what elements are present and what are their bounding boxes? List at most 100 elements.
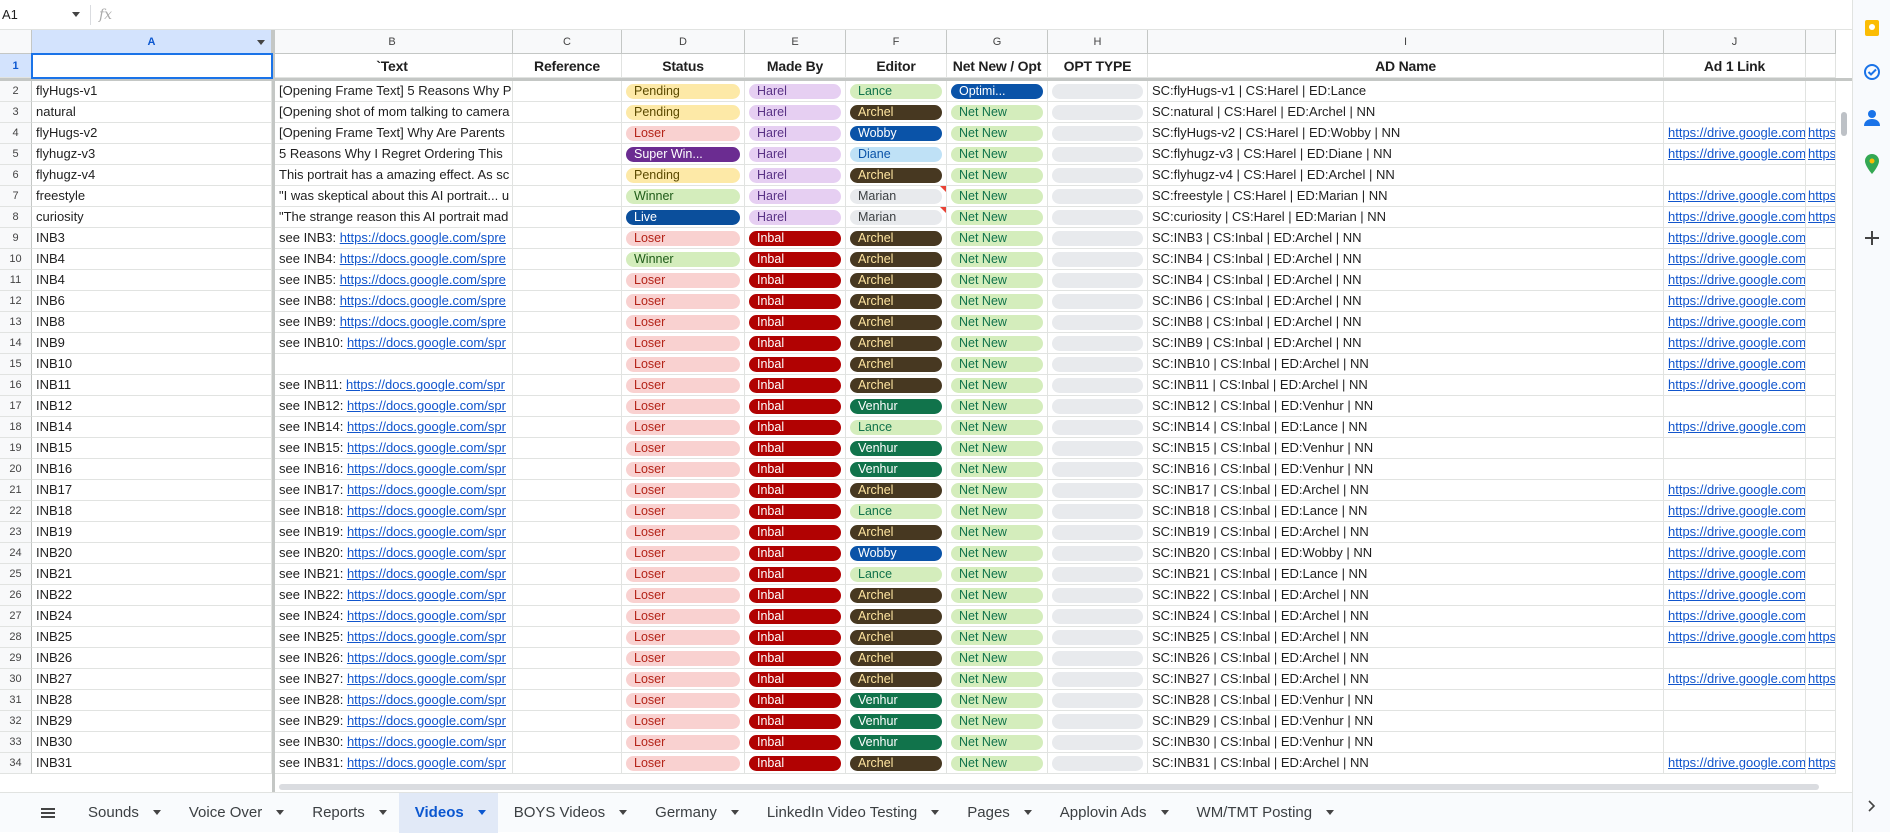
- opt-type-cell[interactable]: [1048, 648, 1148, 669]
- drive-link[interactable]: https://drive.google.com: [1668, 629, 1806, 644]
- editor-chip[interactable]: Wobby: [850, 126, 942, 141]
- status-chip[interactable]: Loser: [626, 336, 740, 351]
- name-cell[interactable]: INB22: [32, 585, 272, 606]
- status-cell[interactable]: Pending: [622, 102, 745, 123]
- editor-chip[interactable]: Archel: [850, 630, 942, 645]
- ad-link-cell[interactable]: [1664, 711, 1806, 732]
- text-cell[interactable]: [275, 354, 513, 375]
- reference-cell[interactable]: [513, 312, 622, 333]
- opt-type-chip[interactable]: [1052, 672, 1143, 687]
- sheet-tab-linkedin-video-testing[interactable]: LinkedIn Video Testing: [751, 793, 951, 833]
- editor-cell[interactable]: Archel: [846, 249, 947, 270]
- chevron-right-icon[interactable]: [1862, 796, 1882, 816]
- frozen-row-divider[interactable]: [0, 78, 1852, 81]
- text-cell[interactable]: see INB27: https://docs.google.com/spr: [275, 669, 513, 690]
- comment-indicator[interactable]: [940, 186, 946, 192]
- made-by-cell[interactable]: Inbal: [745, 543, 846, 564]
- ad-link-cell[interactable]: [1664, 648, 1806, 669]
- ad-name-cell[interactable]: SC:INB22 | CS:Inbal | ED:Archel | NN: [1148, 585, 1664, 606]
- opt-type-cell[interactable]: [1048, 690, 1148, 711]
- made-by-chip[interactable]: Harel: [749, 126, 841, 141]
- ad-link-cell[interactable]: https://drive.google.com: [1664, 417, 1806, 438]
- net-new-opt-chip[interactable]: Net New: [951, 504, 1043, 519]
- name-cell[interactable]: INB14: [32, 417, 272, 438]
- header-cell-d[interactable]: Status: [622, 54, 745, 78]
- opt-type-chip[interactable]: [1052, 231, 1143, 246]
- net-new-opt-chip[interactable]: Net New: [951, 420, 1043, 435]
- made-by-chip[interactable]: Inbal: [749, 504, 841, 519]
- made-by-chip[interactable]: Inbal: [749, 462, 841, 477]
- column-header-g[interactable]: G: [947, 30, 1048, 54]
- net-new-opt-cell[interactable]: Net New: [947, 690, 1048, 711]
- editor-chip[interactable]: Archel: [850, 336, 942, 351]
- made-by-cell[interactable]: Inbal: [745, 690, 846, 711]
- chevron-down-icon[interactable]: [257, 40, 265, 45]
- row-header[interactable]: 14: [0, 333, 32, 354]
- drive-link[interactable]: https://drive.google.com: [1668, 188, 1806, 203]
- status-chip[interactable]: Pending: [626, 168, 740, 183]
- extra-link-cell[interactable]: https: [1806, 669, 1836, 690]
- text-cell[interactable]: see INB8: https://docs.google.com/spre: [275, 291, 513, 312]
- opt-type-chip[interactable]: [1052, 84, 1143, 99]
- opt-type-chip[interactable]: [1052, 462, 1143, 477]
- row-header[interactable]: 22: [0, 501, 32, 522]
- made-by-cell[interactable]: Inbal: [745, 417, 846, 438]
- chevron-down-icon[interactable]: [477, 810, 486, 815]
- net-new-opt-chip[interactable]: Net New: [951, 651, 1043, 666]
- column-header-k[interactable]: [1806, 30, 1836, 54]
- status-cell[interactable]: Loser: [622, 501, 745, 522]
- drive-link[interactable]: https: [1808, 671, 1836, 686]
- reference-cell[interactable]: [513, 228, 622, 249]
- made-by-chip[interactable]: Inbal: [749, 546, 841, 561]
- doc-link[interactable]: https://docs.google.com/spr: [346, 566, 506, 581]
- doc-link[interactable]: https://docs.google.com/spr: [346, 335, 506, 350]
- extra-link-cell[interactable]: [1806, 417, 1836, 438]
- name-cell[interactable]: INB10: [32, 354, 272, 375]
- editor-chip[interactable]: Archel: [850, 168, 942, 183]
- made-by-cell[interactable]: Inbal: [745, 564, 846, 585]
- ad-name-cell[interactable]: SC:INB28 | CS:Inbal | ED:Venhur | NN: [1148, 690, 1664, 711]
- status-chip[interactable]: Loser: [626, 525, 740, 540]
- reference-cell[interactable]: [513, 396, 622, 417]
- made-by-chip[interactable]: Inbal: [749, 714, 841, 729]
- made-by-chip[interactable]: Inbal: [749, 357, 841, 372]
- doc-link[interactable]: https://docs.google.com/spre: [339, 230, 506, 245]
- ad-link-cell[interactable]: https://drive.google.com: [1664, 249, 1806, 270]
- extra-link-cell[interactable]: [1806, 291, 1836, 312]
- extra-link-cell[interactable]: [1806, 732, 1836, 753]
- extra-link-cell[interactable]: [1806, 312, 1836, 333]
- made-by-chip[interactable]: Inbal: [749, 567, 841, 582]
- ad-name-cell[interactable]: SC:freestyle | CS:Harel | ED:Marian | NN: [1148, 186, 1664, 207]
- extra-link-cell[interactable]: https: [1806, 144, 1836, 165]
- ad-link-cell[interactable]: https://drive.google.com: [1664, 480, 1806, 501]
- ad-link-cell[interactable]: [1664, 459, 1806, 480]
- row-header[interactable]: 26: [0, 585, 32, 606]
- reference-cell[interactable]: [513, 207, 622, 228]
- drive-link[interactable]: https://drive.google.com: [1668, 755, 1806, 770]
- opt-type-cell[interactable]: [1048, 438, 1148, 459]
- made-by-cell[interactable]: Inbal: [745, 480, 846, 501]
- editor-chip[interactable]: Lance: [850, 567, 942, 582]
- drive-link[interactable]: https://drive.google.com: [1668, 251, 1806, 266]
- ad-name-cell[interactable]: SC:INB15 | CS:Inbal | ED:Venhur | NN: [1148, 438, 1664, 459]
- ad-name-cell[interactable]: SC:INB4 | CS:Inbal | ED:Archel | NN: [1148, 249, 1664, 270]
- made-by-cell[interactable]: Inbal: [745, 669, 846, 690]
- chevron-down-icon[interactable]: [1023, 810, 1032, 815]
- drive-link[interactable]: https://drive.google.com: [1668, 503, 1806, 518]
- opt-type-chip[interactable]: [1052, 504, 1143, 519]
- editor-cell[interactable]: Diane: [846, 144, 947, 165]
- editor-chip[interactable]: Archel: [850, 294, 942, 309]
- text-cell[interactable]: see INB16: https://docs.google.com/spr: [275, 459, 513, 480]
- editor-cell[interactable]: Archel: [846, 228, 947, 249]
- opt-type-cell[interactable]: [1048, 207, 1148, 228]
- net-new-opt-cell[interactable]: Net New: [947, 711, 1048, 732]
- status-chip[interactable]: Loser: [626, 735, 740, 750]
- net-new-opt-cell[interactable]: Net New: [947, 270, 1048, 291]
- status-chip[interactable]: Loser: [626, 630, 740, 645]
- drive-link[interactable]: https: [1808, 755, 1836, 770]
- opt-type-chip[interactable]: [1052, 756, 1143, 771]
- made-by-chip[interactable]: Inbal: [749, 672, 841, 687]
- editor-chip[interactable]: Lance: [850, 420, 942, 435]
- reference-cell[interactable]: [513, 501, 622, 522]
- drive-link[interactable]: https://drive.google.com: [1668, 146, 1806, 161]
